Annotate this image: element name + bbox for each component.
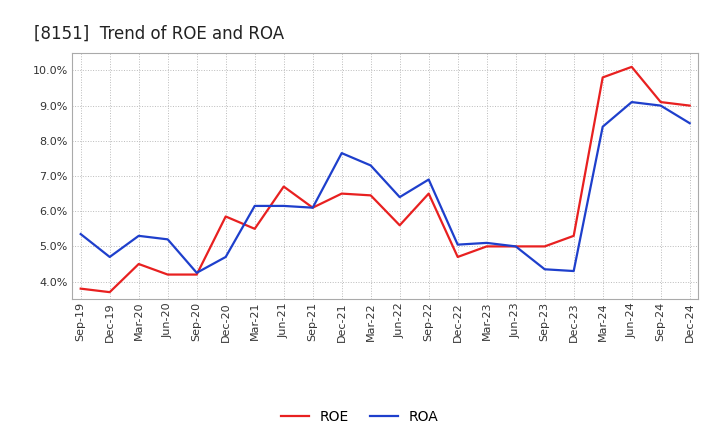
ROE (511, 244, 520, 249)
ROE (657, 99, 665, 105)
ROA (221, 254, 230, 260)
ROA (279, 203, 288, 209)
ROE (338, 191, 346, 196)
ROE (685, 103, 694, 108)
ROE (454, 254, 462, 260)
ROA (366, 163, 375, 168)
ROA (76, 231, 85, 237)
ROE (163, 272, 172, 277)
ROA (192, 270, 201, 275)
Legend: ROE, ROA: ROE, ROA (277, 406, 443, 429)
Text: [8151]  Trend of ROE and ROA: [8151] Trend of ROE and ROA (35, 25, 284, 43)
Line: ROA: ROA (81, 102, 690, 273)
Line: ROE: ROE (81, 67, 690, 292)
ROE (627, 64, 636, 70)
ROE (221, 214, 230, 219)
ROA (685, 121, 694, 126)
ROA (135, 233, 143, 238)
ROA (163, 237, 172, 242)
ROA (338, 150, 346, 156)
ROA (251, 203, 259, 209)
ROA (541, 267, 549, 272)
ROE (135, 261, 143, 267)
ROE (570, 233, 578, 238)
ROA (424, 177, 433, 182)
ROA (482, 240, 491, 246)
ROE (279, 184, 288, 189)
ROA (308, 205, 317, 210)
ROA (570, 268, 578, 274)
ROA (511, 244, 520, 249)
ROE (424, 191, 433, 196)
ROE (251, 226, 259, 231)
ROE (308, 205, 317, 210)
ROA (395, 194, 404, 200)
ROA (598, 124, 607, 129)
ROE (192, 272, 201, 277)
ROA (657, 103, 665, 108)
ROA (105, 254, 114, 260)
ROE (482, 244, 491, 249)
ROE (105, 290, 114, 295)
ROE (598, 75, 607, 80)
ROA (627, 99, 636, 105)
ROA (454, 242, 462, 247)
ROE (395, 223, 404, 228)
ROE (76, 286, 85, 291)
ROE (366, 193, 375, 198)
ROE (541, 244, 549, 249)
